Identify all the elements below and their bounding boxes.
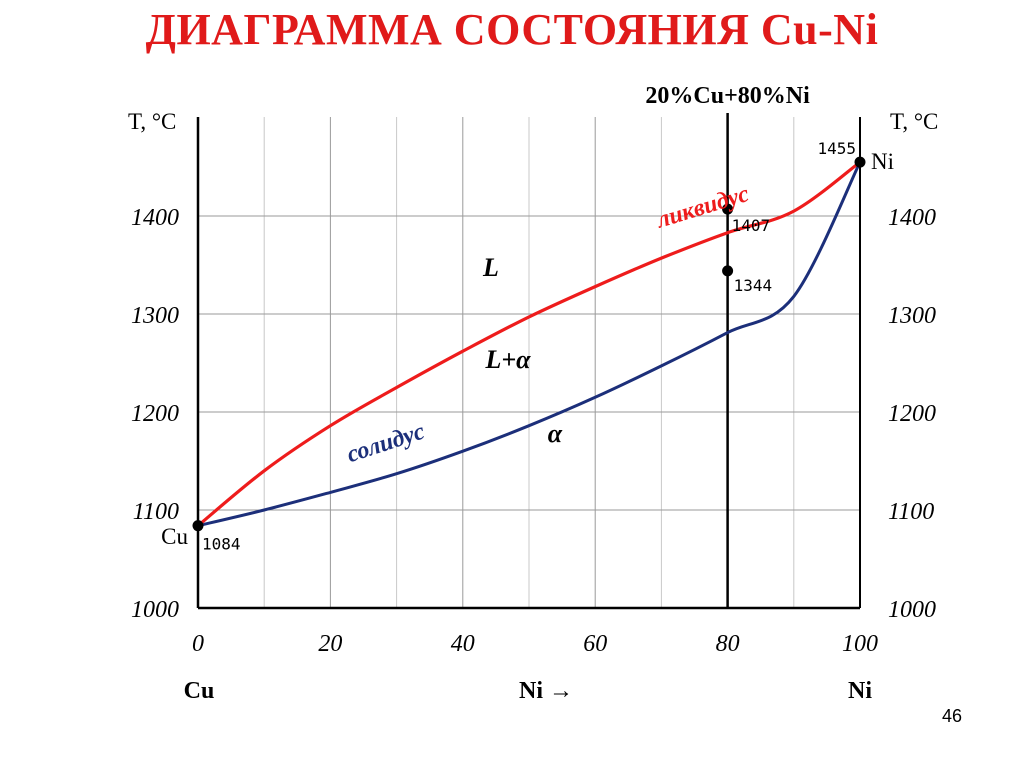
x-tick-0: 0	[192, 631, 204, 657]
x-tick-80: 80	[716, 631, 740, 657]
region-label-two-phase: L+α	[484, 345, 531, 374]
x-end-label-left: Cu	[184, 678, 215, 704]
y-tick-right-1000: 1000	[888, 597, 936, 623]
point-label-ni: Ni	[871, 149, 894, 174]
y-tick-left-1400: 1400	[131, 205, 179, 231]
solidus-label: солидус	[344, 419, 428, 469]
y-tick-right-1300: 1300	[888, 303, 936, 329]
y-tick-left-1100: 1100	[133, 499, 179, 525]
page-number: 46	[941, 706, 962, 726]
region-label-solid: α	[548, 419, 563, 448]
key-point-1084	[192, 520, 204, 532]
y-tick-right-1200: 1200	[888, 401, 936, 427]
y-axis-label-right: T, °C	[890, 109, 938, 134]
grid-lines	[198, 117, 860, 608]
key-point-label-1455: 1455	[817, 139, 856, 158]
y-tick-right-1400: 1400	[888, 205, 936, 231]
key-point-1455	[854, 156, 866, 168]
x-tick-20: 20	[318, 631, 342, 657]
solidus-curve	[197, 161, 862, 528]
liquidus-curve	[196, 160, 861, 527]
key-point-1344	[722, 265, 734, 277]
key-point-1407	[722, 203, 734, 215]
region-label-liquid: L	[482, 253, 499, 282]
point-label-cu: Cu	[161, 524, 188, 549]
composition-label: 20%Cu+80%Ni	[645, 83, 810, 109]
y-tick-right-1100: 1100	[888, 499, 934, 525]
plot-frame	[196, 113, 861, 610]
x-tick-100: 100	[842, 631, 878, 657]
y-tick-left-1300: 1300	[131, 303, 179, 329]
x-axis-label: Ni →	[519, 678, 573, 704]
key-point-label-1084: 1084	[202, 535, 241, 554]
key-point-label-1344: 1344	[734, 276, 773, 295]
y-axis-label-left: T, °C	[128, 109, 176, 134]
x-end-label-right: Ni	[848, 678, 872, 704]
page-title: ДИАГРАММА СОСТОЯНИЯ Cu-Ni	[145, 5, 879, 54]
x-tick-40: 40	[451, 631, 475, 657]
key-point-label-1407: 1407	[732, 216, 771, 235]
y-tick-left-1000: 1000	[131, 597, 179, 623]
y-tick-left-1200: 1200	[131, 401, 179, 427]
marks	[192, 156, 866, 532]
curves	[196, 160, 862, 528]
x-tick-60: 60	[583, 631, 607, 657]
